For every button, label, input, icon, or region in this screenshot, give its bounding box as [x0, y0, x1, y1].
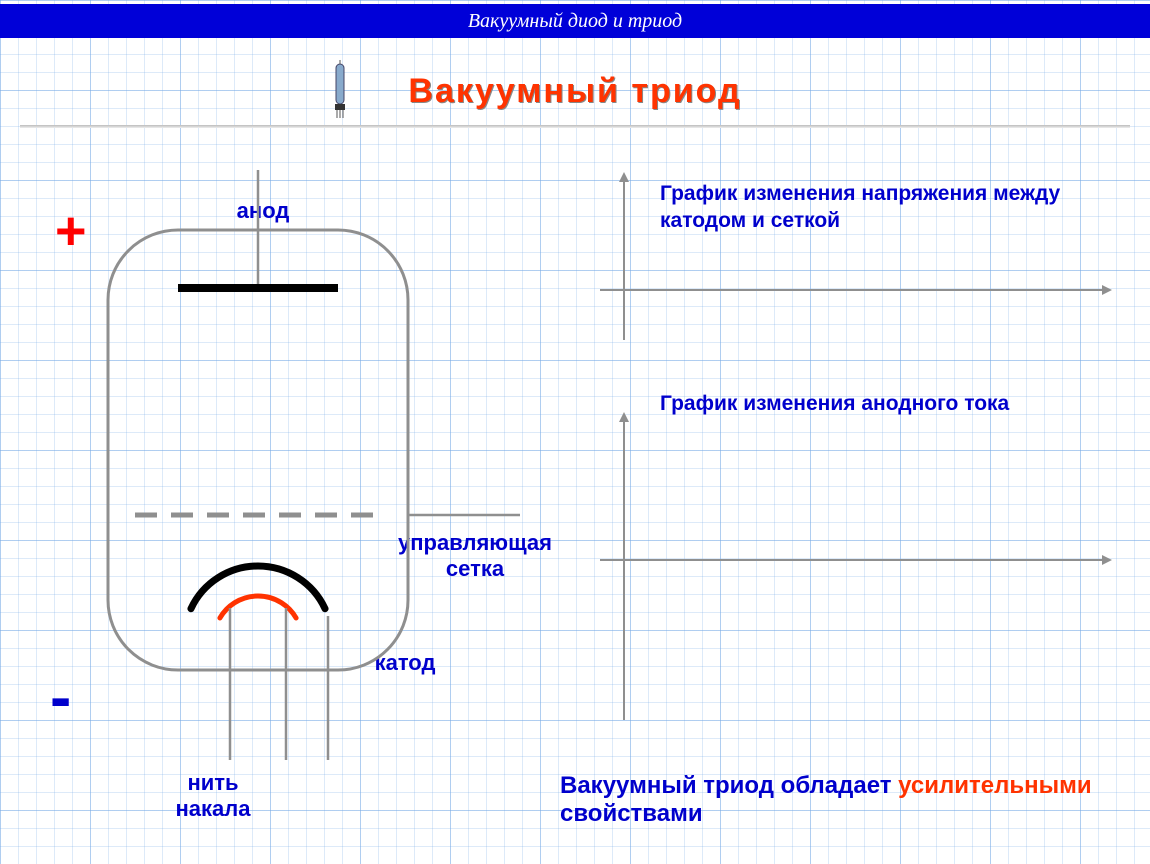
plus-symbol: +: [55, 200, 87, 262]
graph-paper-background: [0, 0, 1150, 864]
label-cathode: катод: [360, 650, 450, 676]
label-grid: управляющая сетка: [390, 530, 560, 582]
minus-symbol: -: [50, 660, 71, 734]
header-bar: Вакуумный диод и триод: [0, 4, 1150, 38]
label-filament: нить накала: [148, 770, 278, 822]
chart2-title: График изменения анодного тока: [660, 390, 1090, 417]
footer-post: свойствами: [560, 800, 703, 827]
horizontal-rule: [20, 125, 1130, 128]
chart1-title: График изменения напряжения между катодо…: [660, 180, 1090, 235]
footer-statement: Вакуумный триод обладает усилительными с…: [560, 772, 1150, 828]
footer-accent: усилительными: [898, 772, 1091, 799]
header-title: Вакуумный диод и триод: [468, 10, 682, 33]
footer-pre: Вакуумный триод обладает: [560, 772, 898, 799]
label-anode: анод: [218, 198, 308, 224]
slide-title: Вакуумный триод: [0, 72, 1150, 111]
